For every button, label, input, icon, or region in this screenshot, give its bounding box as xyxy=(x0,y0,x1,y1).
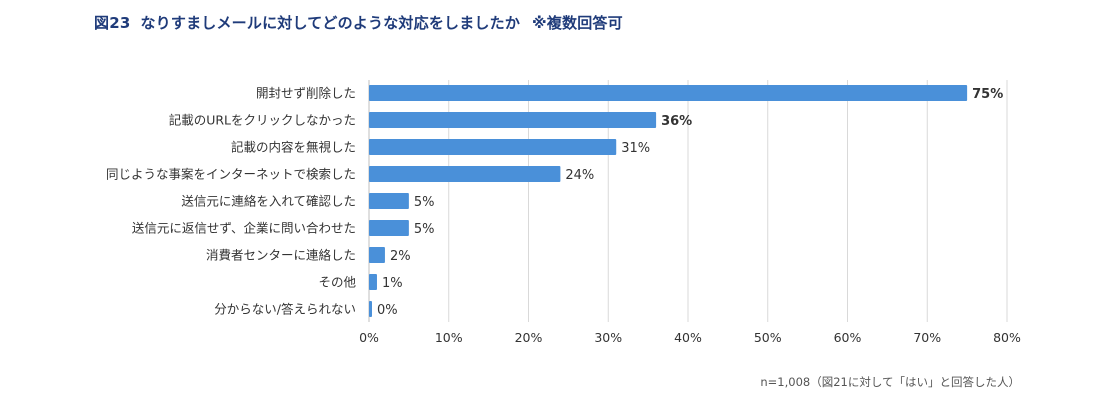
bar xyxy=(369,247,385,263)
category-label: 送信元に連絡を入れて確認した xyxy=(181,194,356,209)
x-tick-label: 20% xyxy=(515,330,543,345)
bar xyxy=(369,139,617,155)
bar xyxy=(369,166,561,182)
data-label: 2% xyxy=(390,249,411,264)
figure-number: 図23 xyxy=(94,14,131,32)
bar xyxy=(369,85,968,101)
x-tick-label: 40% xyxy=(674,330,702,345)
data-label: 5% xyxy=(414,222,435,237)
data-label: 1% xyxy=(382,276,403,291)
bar xyxy=(369,274,377,290)
x-tick-label: 60% xyxy=(834,330,862,345)
category-label: 同じような事案をインターネットで検索した xyxy=(106,167,356,182)
category-label: 分からない/答えられない xyxy=(214,302,356,317)
bar xyxy=(369,301,372,317)
data-label: 24% xyxy=(565,168,594,183)
category-label: 送信元に返信せず、企業に問い合わせた xyxy=(132,221,356,236)
chart-title-block: 図23 なりすましメールに対してどのような対応をしましたか ※複数回答可 xyxy=(94,12,623,33)
data-label: 0% xyxy=(377,303,398,318)
category-label: 開封せず削除した xyxy=(256,86,356,101)
chart-title: なりすましメールに対してどのような対応をしましたか xyxy=(140,14,521,32)
x-tick-label: 10% xyxy=(435,330,463,345)
category-label: 記載のURLをクリックしなかった xyxy=(169,113,356,128)
category-label: 消費者センターに連絡した xyxy=(206,248,356,263)
bar xyxy=(369,220,409,236)
x-tick-label: 70% xyxy=(913,330,941,345)
x-tick-label: 80% xyxy=(993,330,1021,345)
x-tick-label: 30% xyxy=(594,330,622,345)
chart-subtitle: ※複数回答可 xyxy=(532,14,623,32)
data-label: 5% xyxy=(414,195,435,210)
category-label: 記載の内容を無視した xyxy=(231,140,356,155)
x-tick-label: 0% xyxy=(359,330,379,345)
bar xyxy=(369,193,409,209)
bar xyxy=(369,112,657,128)
category-label: その他 xyxy=(318,275,356,290)
sample-note: n=1,008（図21に対して「はい」と回答した人） xyxy=(760,375,1020,389)
data-label: 31% xyxy=(621,141,650,156)
x-tick-label: 50% xyxy=(754,330,782,345)
data-label: 36% xyxy=(661,114,692,129)
data-label: 75% xyxy=(972,87,1003,102)
